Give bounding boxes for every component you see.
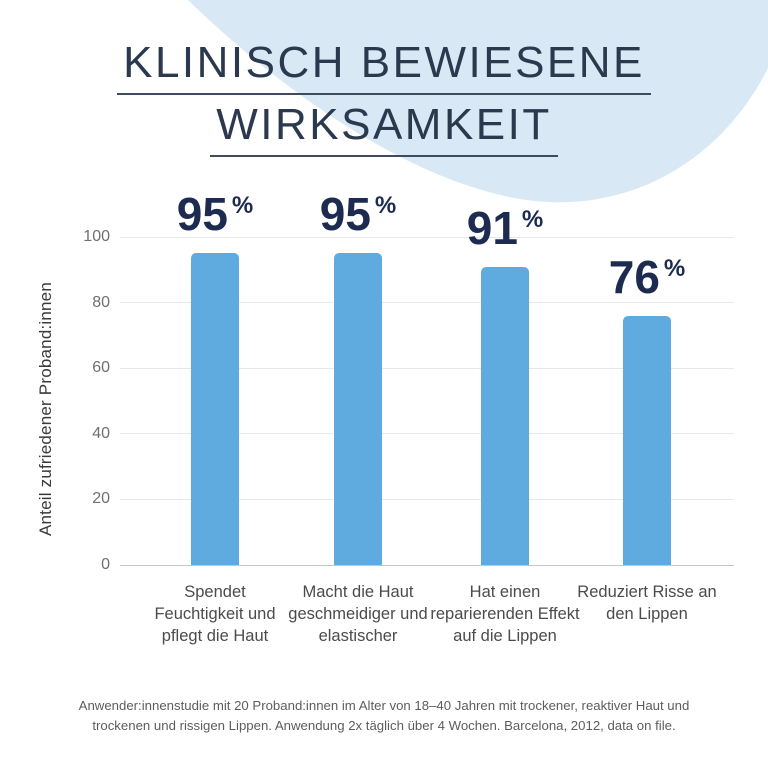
category-label-4: Reduziert Risse an den Lippen [577, 583, 717, 623]
percent-sign: % [231, 192, 254, 220]
bar-1 [191, 253, 239, 565]
study-footnote: Anwender:innenstudie mit 20 Proband:inne… [78, 698, 690, 733]
bar-value-number: 76 [608, 250, 660, 303]
y-tick-label-80: 80 [92, 293, 110, 311]
bar-4 [623, 315, 671, 565]
y-tick-label-40: 40 [92, 424, 110, 442]
y-tick-label-100: 100 [83, 228, 110, 245]
category-label-2: Macht die Haut geschmeidiger und elastis… [288, 583, 428, 645]
y-tick-label-0: 0 [101, 556, 110, 573]
percent-sign: % [663, 254, 686, 282]
percent-sign: % [374, 192, 397, 220]
page-title-line2: WIRKSAMKEIT [210, 102, 558, 158]
gridline-y80 [120, 302, 734, 304]
gridline-y20 [120, 498, 734, 500]
gridline-y100 [120, 236, 734, 238]
bar-value-label-2: 95% [273, 191, 443, 237]
bar-value-label-3: 91% [420, 205, 590, 251]
bar-value-number: 91 [466, 201, 518, 254]
percent-sign: % [521, 205, 544, 233]
y-tick-label-20: 20 [92, 490, 110, 508]
bar-2 [334, 253, 382, 565]
page-title: KLINISCH BEWIESENE WIRKSAMKEIT [0, 39, 768, 164]
page-title-line1: KLINISCH BEWIESENE [117, 39, 651, 96]
gridline-y40 [120, 433, 734, 435]
y-tick-label-60: 60 [92, 359, 110, 377]
category-label-1: Spendet Feuchtigkeit und pflegt die Haut [154, 583, 276, 645]
gridline-y60 [120, 367, 734, 369]
bar-3 [481, 266, 529, 565]
bar-value-label-4: 76% [562, 254, 732, 300]
bar-value-number: 95 [176, 188, 228, 241]
bar-value-number: 95 [319, 188, 371, 241]
gridline-y0 [120, 564, 734, 566]
category-label-3: Hat einen reparierenden Effekt auf die L… [430, 583, 580, 645]
